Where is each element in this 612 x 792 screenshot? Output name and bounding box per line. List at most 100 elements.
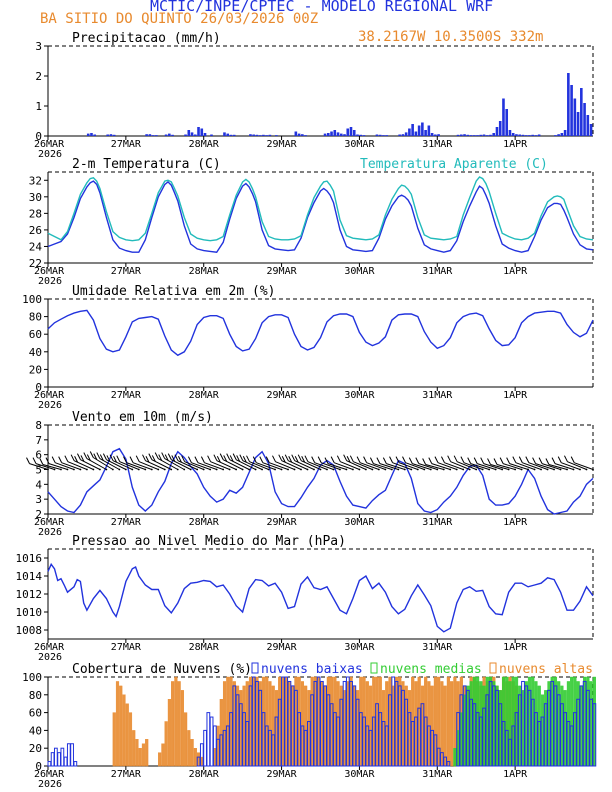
wind-barb-staff: [262, 462, 282, 470]
wind-barb: [252, 456, 276, 471]
wind-barb-feather: [294, 456, 299, 463]
wind-barb: [363, 456, 387, 471]
precip-bar: [249, 134, 252, 136]
wind-xtick-label: 29MAR: [267, 517, 298, 528]
wind-xtick-label: 27MAR: [111, 517, 142, 528]
pres-panel: [44, 548, 594, 643]
precip-bar: [93, 134, 97, 136]
temp-ytick-label: 22: [29, 257, 42, 270]
wind-barb-base: [345, 468, 348, 471]
high-cloud-bar: [177, 681, 181, 767]
wind-barb: [207, 455, 231, 471]
wind-barb-feather: [363, 456, 368, 463]
temp-xtick-label: 28MAR: [189, 266, 220, 277]
station-coordinates: 38.2167W 10.3500S 332m: [358, 29, 544, 45]
rh-ytick-label: 80: [29, 311, 42, 324]
precip-bar: [430, 133, 434, 136]
wind-barb-feather: [317, 456, 322, 463]
wind-ytick-label: 6: [35, 449, 42, 462]
wind-xtick-label: 1APR: [503, 517, 528, 528]
wind-barb-staff: [139, 461, 159, 470]
wind-barb-feather: [304, 455, 309, 462]
wind-barb: [376, 457, 400, 471]
wind-barb-base: [579, 468, 581, 471]
temp-xtick-label: 29MAR: [267, 266, 298, 277]
wind-barb: [324, 457, 348, 471]
wind-barb-base: [261, 468, 264, 471]
low-cloud-bar: [57, 752, 61, 767]
wind-barb-feather: [349, 455, 354, 462]
wind-barb-feather: [102, 453, 107, 460]
pres-xtick-label: 1APR: [503, 642, 528, 653]
wind-barb-staff: [425, 464, 444, 470]
temp-panel: [44, 171, 594, 267]
pres-line: [47, 562, 594, 633]
wind-barb: [278, 454, 302, 471]
wind-barb-feather: [223, 455, 228, 462]
precip-bar: [297, 133, 301, 136]
wind-barb: [564, 455, 588, 471]
wind-barb: [525, 456, 549, 471]
wind-barb: [181, 455, 205, 471]
clouds-xtick-label: 1APR: [503, 769, 528, 780]
wind-barb: [26, 457, 49, 471]
wind-barb-base: [254, 468, 257, 471]
wind-barb-staff: [197, 462, 217, 470]
wind-barb-base: [300, 468, 302, 471]
precip-bar: [86, 133, 90, 136]
precip-bar: [434, 134, 437, 136]
wind-barb: [89, 451, 114, 471]
wind-barb-feather: [123, 456, 127, 463]
low-cloud-bar: [206, 712, 211, 767]
wind-barb-feather: [518, 456, 523, 463]
wind-barb: [58, 456, 82, 471]
high-cloud-bar: [112, 712, 116, 767]
wind-barb-feather: [174, 454, 179, 461]
wind-barb-base: [410, 468, 413, 471]
wind-barb: [174, 454, 199, 471]
rh-ytick-label: 60: [29, 328, 42, 341]
precip-bar: [570, 85, 573, 136]
wind-barb-feather: [281, 456, 286, 463]
temp-xtick-label: 1APR: [503, 266, 528, 277]
wind-barb-feather: [252, 456, 257, 463]
wind-barb-feather: [395, 456, 400, 463]
wind-barb: [570, 456, 594, 471]
precip-bar: [362, 135, 366, 136]
wind-barb: [343, 454, 367, 471]
pres-xaxis-year: 2026: [38, 652, 62, 663]
wind-barb-feather: [376, 457, 381, 464]
wind-barb-feather: [171, 455, 176, 462]
precip-ytick-label: 1: [35, 100, 42, 113]
precip-bar: [171, 134, 174, 136]
low-cloud-bar: [446, 761, 451, 767]
high-cloud-bar: [145, 739, 149, 767]
wind-barb-base: [585, 468, 588, 471]
pres-ytick-label: 1008: [16, 624, 43, 637]
temp-xtick-label: 26MAR: [34, 266, 65, 277]
wind-barb-feather: [83, 452, 88, 459]
precip-bar: [463, 134, 466, 136]
precip-bar: [521, 134, 525, 136]
precip-bar: [268, 134, 272, 136]
wind-barb-staff: [333, 462, 354, 470]
wind-barb-staff: [509, 463, 529, 470]
wind-barb: [557, 456, 581, 471]
precip-xtick-label: 28MAR: [189, 139, 220, 150]
wind-barb-feather: [336, 455, 341, 462]
wind-barb-staff: [126, 462, 146, 470]
wind-barb-base: [280, 468, 283, 471]
precip-bar: [255, 134, 259, 136]
wind-barb-feather: [113, 456, 117, 463]
clouds-ytick-label: 60: [29, 707, 42, 720]
high-cloud-bar: [443, 685, 447, 767]
wind-barb-base: [144, 468, 147, 471]
wind-barb-feather: [415, 457, 420, 464]
wind-barb-base: [241, 468, 244, 471]
wind-barb-base: [566, 468, 568, 471]
precip-bar: [589, 124, 593, 136]
wind-barb: [402, 456, 426, 471]
wind-barb-feather: [70, 454, 75, 461]
wind-barb-base: [358, 468, 361, 471]
wind-ytick-label: 2: [35, 508, 42, 521]
